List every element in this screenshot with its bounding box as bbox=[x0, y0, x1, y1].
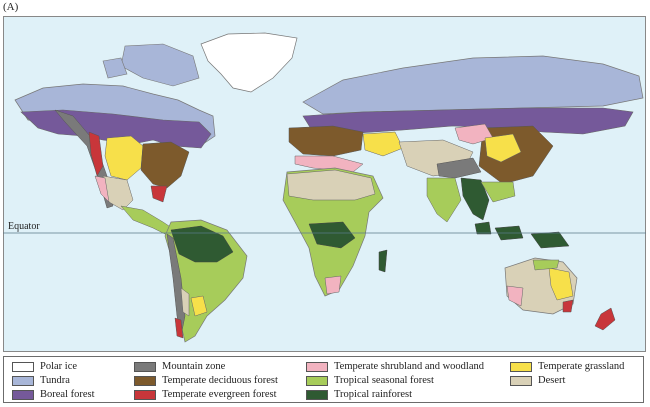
steppe-grassland bbox=[362, 131, 404, 157]
panel-label: (A) bbox=[3, 1, 19, 13]
congo-rainforest bbox=[308, 221, 356, 249]
himalaya-mountains bbox=[436, 157, 482, 179]
legend-swatch-temperate-evergreen bbox=[134, 389, 156, 400]
legend-swatch-temperate-grassland bbox=[510, 361, 532, 372]
legend-label: Temperate evergreen forest bbox=[162, 389, 277, 400]
legend-swatch-temperate-shrubland bbox=[306, 361, 328, 372]
legend-label: Temperate shrubland and woodland bbox=[334, 361, 485, 372]
legend-item-polar-ice: Polar ice bbox=[12, 360, 77, 373]
legend-label: Tundra bbox=[40, 375, 70, 386]
legend-item-mountain: Mountain zone bbox=[134, 360, 225, 373]
legend-item-temperate-grassland: Temperate grassland bbox=[510, 360, 624, 373]
legend-label: Temperate deciduous forest bbox=[162, 375, 278, 386]
legend-swatch-tundra bbox=[12, 375, 34, 386]
legend-item-tropical-seasonal: Tropical seasonal forest bbox=[306, 374, 434, 387]
legend-label: Mountain zone bbox=[162, 361, 226, 372]
legend-item-temperate-deciduous: Temperate deciduous forest bbox=[134, 374, 278, 387]
amazon-rainforest bbox=[170, 225, 234, 263]
legend-item-boreal: Boreal forest bbox=[12, 388, 95, 401]
legend-label: Temperate grassland bbox=[538, 361, 625, 372]
legend-item-desert: Desert bbox=[510, 374, 565, 387]
legend-item-temperate-evergreen: Temperate evergreen forest bbox=[134, 388, 277, 401]
great-plains-grassland bbox=[104, 135, 144, 181]
legend-item-tropical-rainforest: Tropical rainforest bbox=[306, 388, 412, 401]
legend-swatch-mountain bbox=[134, 361, 156, 372]
sahara-desert bbox=[286, 169, 376, 201]
legend: Polar ice Tundra Boreal forest Mountain … bbox=[3, 356, 644, 403]
legend-item-temperate-shrubland: Temperate shrubland and woodland bbox=[306, 360, 484, 373]
legend-swatch-polar-ice bbox=[12, 361, 34, 372]
legend-item-tundra: Tundra bbox=[12, 374, 70, 387]
legend-swatch-tropical-seasonal bbox=[306, 375, 328, 386]
legend-swatch-boreal bbox=[12, 389, 34, 400]
pacific-evergreen bbox=[88, 131, 104, 177]
legend-label: Tropical rainforest bbox=[334, 389, 413, 400]
legend-label: Tropical seasonal forest bbox=[334, 375, 434, 386]
india-seasonal bbox=[426, 177, 462, 223]
legend-label: Boreal forest bbox=[40, 389, 95, 400]
legend-swatch-tropical-rainforest bbox=[306, 389, 328, 400]
biome-world-map: Equator bbox=[3, 16, 646, 352]
legend-swatch-desert bbox=[510, 375, 532, 386]
andes-mountains bbox=[166, 233, 186, 337]
greenland-polar-ice bbox=[200, 32, 298, 93]
legend-label: Desert bbox=[538, 375, 566, 386]
se-asia-rainforest bbox=[460, 177, 490, 221]
equator-label: Equator bbox=[8, 221, 40, 232]
europe-deciduous bbox=[288, 125, 364, 157]
legend-swatch-temperate-deciduous bbox=[134, 375, 156, 386]
eastern-deciduous bbox=[140, 141, 190, 189]
legend-label: Polar ice bbox=[40, 361, 78, 372]
new-zealand bbox=[594, 307, 616, 331]
